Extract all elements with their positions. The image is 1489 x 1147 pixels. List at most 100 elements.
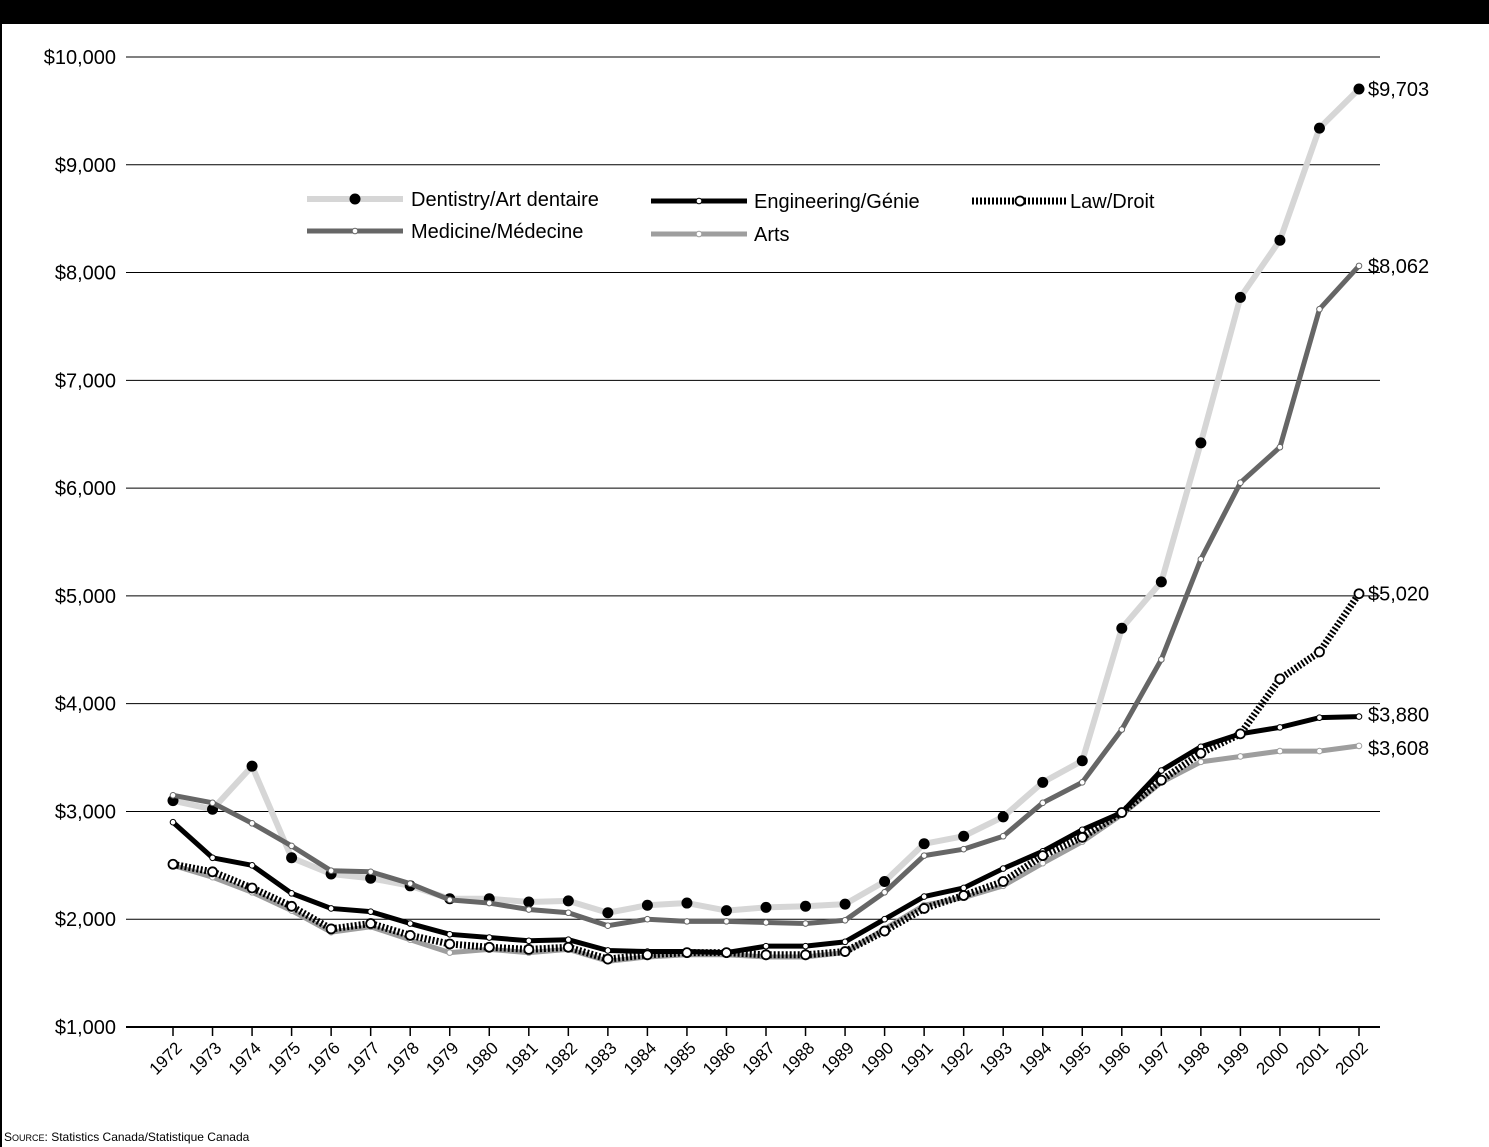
end-value-label: $3,608	[1368, 738, 1429, 760]
x-tick-label: 1973	[185, 1038, 225, 1078]
y-tick-label: $8,000	[55, 263, 116, 285]
data-point	[325, 923, 337, 935]
data-point	[288, 890, 295, 897]
legend-label: Arts	[754, 224, 790, 246]
data-point	[565, 936, 572, 944]
data-point	[367, 908, 374, 915]
data-point	[604, 922, 612, 929]
data-point	[367, 868, 374, 876]
x-tick-label: 1977	[343, 1038, 383, 1078]
data-point	[444, 938, 456, 950]
data-point	[642, 949, 653, 961]
data-point	[802, 920, 809, 927]
x-tick-label: 1986	[699, 1038, 739, 1078]
data-point	[881, 888, 888, 896]
y-tick-label: $5,000	[55, 586, 116, 608]
data-point	[800, 949, 811, 961]
x-tick-label: 1975	[264, 1038, 304, 1078]
data-point	[562, 895, 574, 907]
x-tick-label: 1982	[541, 1038, 581, 1078]
data-point	[327, 867, 335, 875]
legend-item: Arts	[651, 224, 790, 246]
source-label-first: S	[4, 1130, 13, 1144]
data-point	[604, 947, 612, 954]
data-point	[879, 876, 891, 887]
series	[169, 262, 1363, 929]
data-point	[1274, 234, 1286, 246]
top-band	[0, 0, 1489, 24]
x-tick-label: 1989	[818, 1038, 858, 1078]
data-point	[602, 907, 614, 919]
data-point	[483, 941, 495, 953]
x-tick-label: 1985	[660, 1038, 700, 1078]
data-point	[683, 918, 691, 925]
data-point	[958, 890, 970, 901]
x-tick-label: 1994	[1015, 1038, 1055, 1078]
data-point	[681, 947, 693, 959]
legend-item: Engineering/Génie	[651, 191, 920, 213]
data-point	[1316, 305, 1323, 313]
data-point	[720, 905, 732, 917]
data-point	[1235, 728, 1246, 740]
legend-label: Medicine/Médecine	[411, 221, 583, 243]
data-point	[169, 818, 177, 826]
series	[167, 588, 1365, 965]
data-point	[841, 938, 849, 946]
legend-label: Law/Droit	[1070, 191, 1155, 213]
data-point	[246, 760, 258, 772]
data-point	[1195, 437, 1207, 449]
data-point	[1353, 83, 1365, 95]
data-point	[286, 852, 298, 864]
x-tick-label: 1980	[462, 1038, 502, 1078]
data-point	[1037, 850, 1049, 862]
data-point	[762, 919, 770, 926]
x-tick-label: 1984	[620, 1038, 660, 1078]
data-point	[1276, 747, 1284, 755]
x-tick-label: 2001	[1292, 1038, 1332, 1078]
x-tick-label: 1978	[383, 1038, 423, 1078]
x-tick-label: 1991	[897, 1038, 937, 1078]
x-tick-label: 1981	[501, 1038, 541, 1078]
y-tick-label: $7,000	[55, 370, 116, 392]
gridlines	[126, 56, 1380, 1028]
data-point	[562, 941, 574, 953]
data-point	[839, 898, 851, 910]
data-point	[1355, 262, 1363, 270]
data-point	[523, 944, 535, 955]
x-tick-label: 1983	[581, 1038, 621, 1078]
x-tick-label: 1993	[976, 1038, 1016, 1078]
x-tick-label: 1996	[1094, 1038, 1134, 1078]
x-tick-label: 1974	[225, 1038, 265, 1078]
data-point	[1118, 726, 1126, 733]
data-point	[209, 854, 216, 862]
x-tick-label: 1992	[936, 1038, 976, 1078]
x-tick-label: 1990	[857, 1038, 897, 1078]
data-point	[641, 899, 653, 911]
end-value-label: $8,062	[1368, 256, 1429, 278]
data-point	[1158, 767, 1165, 774]
data-point	[760, 949, 772, 961]
data-point	[997, 811, 1009, 823]
data-point	[1155, 576, 1167, 588]
data-point	[1078, 826, 1086, 834]
legend-label: Engineering/Génie	[754, 191, 920, 213]
data-point	[1355, 742, 1363, 750]
data-point	[365, 918, 377, 929]
data-point	[446, 931, 454, 938]
data-point	[800, 900, 812, 912]
data-point	[1076, 755, 1088, 767]
data-point	[1195, 747, 1207, 759]
data-point	[695, 230, 703, 238]
source-text: : Statistics Canada/Statistique Canada	[44, 1130, 250, 1144]
data-point	[1234, 291, 1246, 303]
data-point	[525, 937, 533, 945]
x-axis: 1972 1973 1974 1975 1976 1977 1978 1979 1980 1981…	[146, 1027, 1372, 1079]
x-tick-label: 1988	[778, 1038, 818, 1078]
y-tick-label: $10,000	[44, 47, 116, 69]
data-point	[446, 896, 454, 904]
data-point	[1116, 622, 1128, 634]
data-point	[1355, 713, 1363, 720]
legend-item: Medicine/Médecine	[307, 221, 583, 243]
data-point	[918, 838, 930, 850]
